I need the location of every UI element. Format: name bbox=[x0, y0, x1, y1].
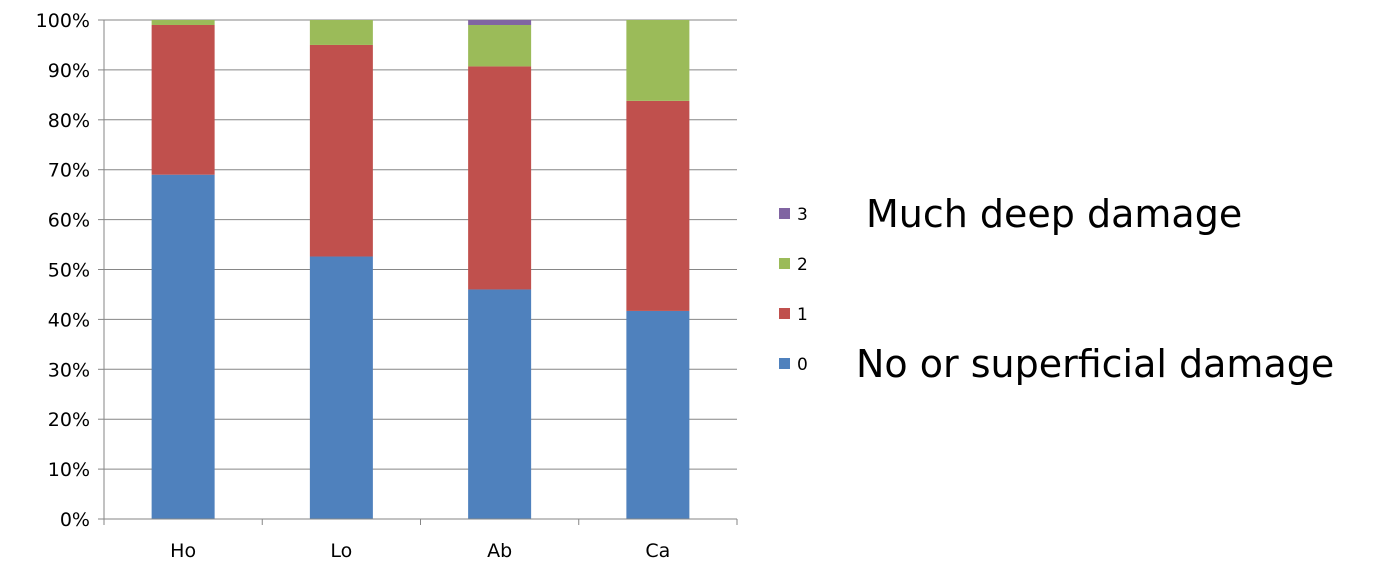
bar-segment-Ho-0 bbox=[151, 174, 215, 519]
bar-segment-Ho-1 bbox=[151, 24, 215, 175]
y-tick-label: 50% bbox=[48, 260, 90, 282]
legend-swatch-1 bbox=[779, 308, 790, 319]
bar-segment-Ab-3 bbox=[468, 20, 532, 25]
y-tick-label: 10% bbox=[48, 459, 90, 481]
bar-segment-Ho-2 bbox=[151, 20, 215, 25]
legend-label-3: 3 bbox=[797, 205, 808, 225]
x-tick-label: Lo bbox=[330, 540, 352, 562]
y-tick-label: 80% bbox=[48, 110, 90, 132]
y-tick-label: 30% bbox=[48, 359, 90, 381]
x-tick-label: Ca bbox=[645, 540, 670, 562]
bar-segment-Lo-0 bbox=[309, 256, 373, 519]
y-tick-label: 70% bbox=[48, 160, 90, 182]
legend-label-0: 0 bbox=[797, 355, 808, 375]
legend: 3 2 1 0 bbox=[779, 205, 808, 375]
bar-segment-Lo-1 bbox=[309, 44, 373, 257]
x-tick-label: Ab bbox=[487, 540, 512, 562]
legend-annotation: Much deep damage bbox=[866, 192, 1242, 236]
axes: 0% 10% 20% 30% 40% 50% 60% 70% 80% 90% 100% Ho Lo Ab C… bbox=[36, 10, 738, 562]
bar-segment-Lo-2 bbox=[309, 20, 373, 45]
bar-segment-Ca-1 bbox=[626, 100, 690, 311]
y-tick-label: 0% bbox=[60, 509, 90, 531]
legend-swatch-2 bbox=[779, 258, 790, 269]
y-tick-label: 100% bbox=[36, 10, 90, 32]
y-tick-label: 60% bbox=[48, 210, 90, 232]
annotations: Much deep damage No or superficial damage bbox=[856, 192, 1334, 386]
legend-annotation: No or superficial damage bbox=[856, 342, 1334, 386]
y-tick-label: 90% bbox=[48, 60, 90, 82]
y-tick-label: 40% bbox=[48, 309, 90, 331]
legend-label-1: 1 bbox=[797, 305, 808, 325]
y-tick-label: 20% bbox=[48, 409, 90, 431]
bar-segment-Ab-0 bbox=[468, 289, 532, 519]
bar-segment-Ca-2 bbox=[626, 20, 690, 101]
bar-segment-Ca-0 bbox=[626, 310, 690, 519]
legend-label-2: 2 bbox=[797, 255, 808, 275]
bar-segment-Ab-2 bbox=[468, 24, 532, 67]
legend-swatch-3 bbox=[779, 208, 790, 219]
bar-segment-Ab-1 bbox=[468, 66, 532, 290]
x-tick-label: Ho bbox=[170, 540, 196, 562]
bars bbox=[151, 20, 690, 519]
legend-swatch-0 bbox=[779, 358, 790, 369]
